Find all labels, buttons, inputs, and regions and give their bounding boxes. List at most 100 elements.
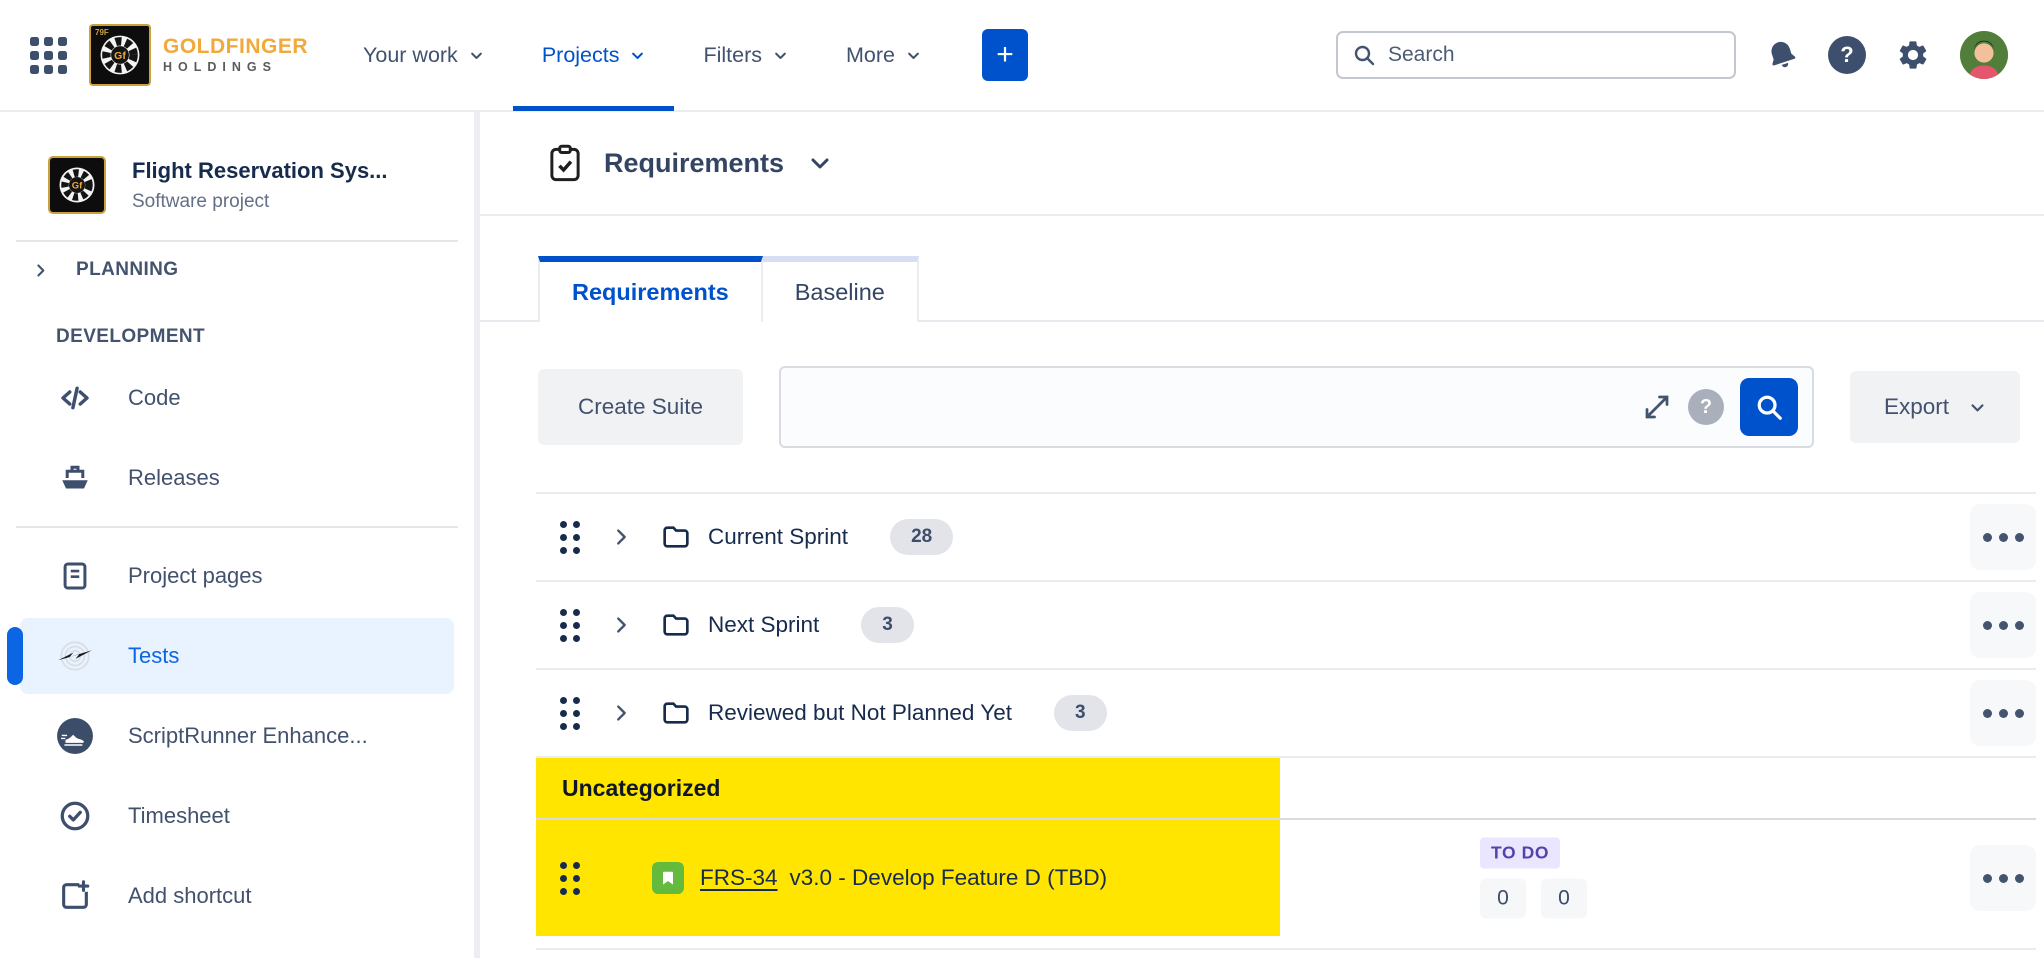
tests-lightning-icon [56, 637, 94, 675]
expand-icon[interactable] [1642, 392, 1672, 422]
search-icon [1354, 45, 1375, 66]
suite-search-box[interactable]: ? [779, 366, 1814, 448]
project-name: Flight Reservation Sys... [132, 157, 388, 183]
page-header: Requirements [480, 112, 2044, 216]
turbine-emblem-icon: Gf [100, 35, 140, 75]
add-shortcut-icon [56, 879, 94, 913]
sidebar-section-development: DEVELOPMENT [56, 326, 206, 347]
toolbar: Create Suite ? Export [538, 366, 2020, 448]
drag-handle-icon[interactable] [560, 696, 580, 730]
sidebar-item-project-pages[interactable]: Project pages [0, 536, 474, 616]
suite-count-badge: 3 [1053, 695, 1107, 731]
help-icon[interactable]: ? [1828, 36, 1866, 74]
issue-key-link[interactable]: FRS-34 [700, 865, 778, 890]
sidebar-divider [16, 240, 458, 242]
uncategorized-section: Uncategorized FRS-34 v3.0 - Develop Feat… [536, 756, 2036, 936]
sidebar-item-releases[interactable]: Releases [0, 438, 474, 518]
ship-icon [56, 460, 94, 496]
create-suite-button[interactable]: Create Suite [538, 369, 744, 445]
selected-indicator [7, 627, 23, 685]
sidebar-section-planning[interactable]: PLANNING [0, 242, 474, 296]
chevron-down-icon [775, 52, 786, 59]
suite-row-current-sprint: Current Sprint 28 [536, 492, 2036, 580]
scriptrunner-shoe-icon [56, 716, 94, 756]
run-search-button[interactable] [1739, 378, 1798, 436]
settings-gear-icon[interactable] [1896, 38, 1930, 72]
nav-filters[interactable]: Filters [674, 0, 817, 111]
row-more-button[interactable] [1970, 680, 2036, 746]
chevron-right-icon[interactable] [610, 702, 632, 724]
chevron-down-icon [1971, 403, 1984, 411]
brand-logo[interactable]: 79F Gf GOLDFINGER HOLDINGS [89, 24, 308, 86]
project-header: Gf Flight Reservation Sys... Software pr… [0, 112, 474, 240]
story-type-icon [652, 862, 684, 894]
global-search[interactable] [1336, 31, 1736, 79]
search-help-icon[interactable]: ? [1687, 389, 1724, 425]
suite-row-next-sprint: Next Sprint 3 [536, 580, 2036, 668]
drag-handle-icon[interactable] [560, 520, 580, 554]
requirements-clipboard-icon [550, 144, 580, 182]
brand-tiny-mark: 79F [95, 28, 109, 37]
status-badge: TO DO [1480, 837, 1561, 869]
svg-text:Gf: Gf [72, 181, 83, 192]
issue-status-block: TO DO 0 0 [1480, 837, 1587, 919]
tab-bar: Requirements Baseline [480, 256, 2044, 322]
export-button[interactable]: Export [1849, 371, 2020, 443]
drag-handle-icon[interactable] [560, 861, 580, 895]
issue-row-frs-34: FRS-34 v3.0 - Develop Feature D (TBD) TO… [536, 818, 2036, 936]
suite-name[interactable]: Next Sprint [708, 612, 820, 637]
nav-more[interactable]: More [817, 0, 950, 111]
nav-your-work[interactable]: Your work [334, 0, 513, 111]
chevron-down-icon [632, 52, 644, 59]
sidebar-item-code[interactable]: Code [0, 358, 474, 438]
sidebar-item-add-shortcut[interactable]: Add shortcut [0, 856, 474, 936]
project-sidebar: Gf Flight Reservation Sys... Software pr… [0, 112, 480, 958]
check-circle-icon [56, 798, 94, 834]
nav-projects[interactable]: Projects [513, 0, 675, 111]
suite-name[interactable]: Reviewed but Not Planned Yet [708, 700, 1012, 725]
svg-text:Gf: Gf [114, 50, 126, 62]
main-content: Requirements Requirements Baseline Creat… [480, 112, 2044, 958]
folder-icon [660, 697, 692, 729]
brand-subname: HOLDINGS [163, 60, 277, 75]
drag-handle-icon[interactable] [560, 608, 580, 642]
global-search-input[interactable] [1388, 43, 1720, 67]
suite-search-input[interactable] [801, 368, 1626, 446]
chevron-down-icon [470, 52, 482, 59]
row-more-button[interactable] [1970, 592, 2036, 658]
tab-requirements[interactable]: Requirements [538, 256, 763, 322]
row-more-button[interactable] [1970, 504, 2036, 570]
search-icon [1757, 395, 1782, 420]
sidebar-item-timesheet[interactable]: Timesheet [0, 776, 474, 856]
chevron-right-icon [37, 263, 45, 277]
list-end-divider [536, 948, 2036, 950]
suite-name[interactable]: Current Sprint [708, 524, 849, 549]
issue-title: v3.0 - Develop Feature D (TBD) [789, 865, 1108, 890]
uncategorized-header: Uncategorized [562, 774, 721, 801]
page-title-caret-icon[interactable] [808, 151, 832, 175]
tab-baseline[interactable]: Baseline [762, 256, 919, 322]
brand-logo-emblem: 79F Gf [89, 24, 151, 86]
folder-icon [660, 521, 692, 553]
row-more-button[interactable] [1970, 845, 2036, 911]
pages-icon [56, 559, 94, 593]
suite-count-badge: 28 [890, 519, 954, 555]
user-avatar[interactable] [1960, 31, 2008, 79]
code-icon [56, 380, 94, 416]
project-type: Software project [132, 190, 270, 212]
sidebar-item-scriptrunner[interactable]: ScriptRunner Enhance... [0, 696, 474, 776]
chevron-right-icon[interactable] [610, 614, 632, 636]
create-issue-button[interactable]: + [982, 29, 1028, 81]
folder-icon [660, 609, 692, 641]
suite-row-reviewed: Reviewed but Not Planned Yet 3 [536, 668, 2036, 756]
chevron-right-icon[interactable] [610, 526, 632, 548]
app-switcher-icon[interactable] [30, 36, 67, 74]
top-navigation-bar: 79F Gf GOLDFINGER HOLDINGS Your work Pro… [0, 0, 2044, 112]
project-avatar: Gf [48, 156, 106, 214]
notifications-bell-icon[interactable] [1762, 35, 1802, 75]
count-chip-a: 0 [1480, 878, 1526, 919]
page-title: Requirements [604, 147, 785, 178]
count-chip-b: 0 [1541, 878, 1587, 919]
sidebar-item-tests[interactable]: Tests [7, 618, 454, 694]
brand-name: GOLDFINGER [163, 35, 308, 59]
